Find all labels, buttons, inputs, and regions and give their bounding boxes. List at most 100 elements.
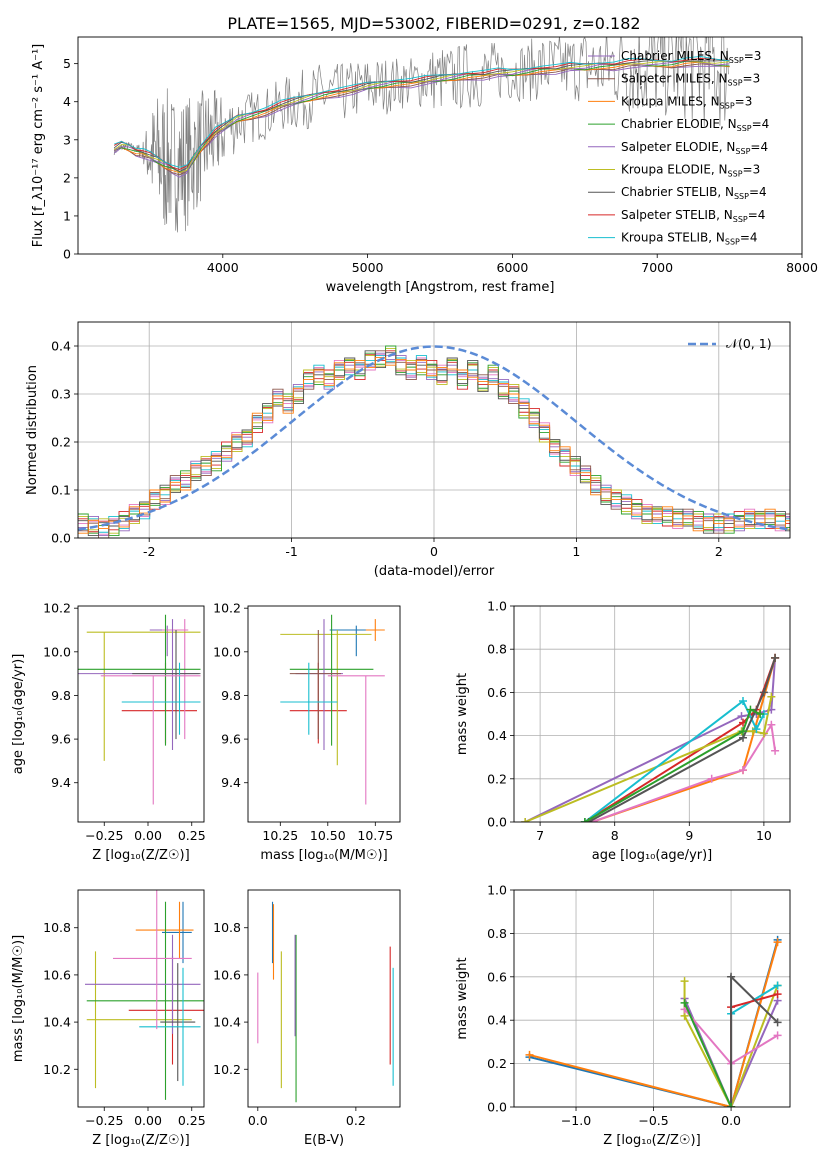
y-tick-label: 9.8 — [221, 688, 241, 703]
y-tick-label: 10.6 — [43, 967, 71, 982]
y-tick-label: 0.4 — [51, 339, 71, 354]
mass-weight-line — [683, 1002, 732, 1107]
legend-label: Chabrier ELODIE, NSSP=4 — [621, 117, 769, 133]
x-tick-label: 0.25 — [178, 1113, 206, 1128]
y-tick-label: 0.2 — [51, 435, 71, 450]
residuals-plot-area — [78, 345, 790, 538]
x-tick-label: 8 — [611, 828, 619, 843]
age_weight-panel: 7 8 9 10 0.0 0.2 0.4 0.6 0.8 1.0 age [log₁₀(age/yr… — [455, 599, 791, 863]
x-tick-label: −1.0 — [561, 1113, 591, 1128]
mass-weight-line — [591, 657, 777, 822]
y-tick-label: 0.2 — [487, 771, 507, 786]
x-tick-label: 0.00 — [134, 828, 162, 843]
z_weight-plot-area — [525, 935, 782, 1107]
spectrum-panel: 4000 5000 6000 7000 8000 0 1 2 3 4 5 wavelength [An… — [31, 36, 818, 295]
residual-histogram-step — [78, 350, 790, 537]
plus-marker — [739, 697, 748, 706]
x-tick-label: 9 — [685, 828, 693, 843]
y-tick-label: 1.0 — [487, 883, 507, 898]
x-tick-label: 0 — [430, 544, 438, 559]
plus-marker — [756, 710, 765, 718]
plus-marker — [737, 712, 746, 721]
model-spectrum-line — [114, 60, 730, 173]
model-spectrum-line — [114, 56, 730, 168]
z_weight-panel: −1.0 −0.5 0.0 0.0 0.2 0.4 0.6 0.8 1.0 Z [log₁₀(Z/… — [455, 883, 791, 1148]
y-tick-label: 10.2 — [43, 1062, 71, 1077]
y-tick-label: 9.4 — [51, 775, 71, 790]
legend-label: Salpeter STELIB, NSSP=4 — [621, 208, 765, 224]
plus-marker — [767, 720, 776, 729]
plus-marker — [707, 774, 716, 783]
legend-label: Salpeter MILES, NSSP=3 — [621, 72, 760, 88]
residual-histogram-step — [78, 350, 790, 538]
plus-marker — [746, 705, 755, 714]
axes-frame — [77, 605, 205, 823]
y-tick-label: 10.2 — [43, 601, 71, 616]
x-tick-label: 0.2 — [346, 1113, 366, 1128]
y-tick-label: 0 — [63, 247, 71, 262]
spectrum-plot-area — [113, 37, 730, 233]
x-tick-label: 10.50 — [310, 828, 346, 843]
axes-frame — [513, 605, 791, 823]
y-axis-label: age [log₁₀(age/yr)] — [11, 654, 26, 775]
axes-frame — [247, 889, 401, 1108]
ebv_mass-panel: 0.0 0.2 10.2 10.4 10.6 10.8 E(B-V) — [213, 889, 401, 1148]
z_age-panel: −0.25 0.00 0.25 9.4 9.6 9.8 10.0 10.2 Z [log₁₀(Z… — [11, 601, 206, 863]
age_weight-plot-area — [521, 653, 780, 822]
x-tick-label: 8000 — [786, 260, 818, 275]
x-axis-label: (data-model)/error — [374, 564, 495, 579]
plus-marker — [759, 688, 768, 697]
plus-marker — [727, 1103, 736, 1107]
legend-label: 𝒩(0, 1) — [726, 336, 772, 351]
x-axis-label: Z [log₁₀(Z/Z☉)] — [603, 1133, 700, 1148]
y-axis-label: mass weight — [455, 957, 470, 1039]
mass-weight-line — [529, 941, 779, 1107]
x-axis-label: age [log₁₀(age/yr)] — [592, 848, 713, 863]
y-tick-label: 3 — [63, 132, 71, 147]
mass-weight-line — [683, 981, 779, 1107]
y-tick-label: 0.6 — [487, 685, 507, 700]
plus-marker — [773, 1031, 782, 1040]
x-tick-label: 2 — [715, 544, 723, 559]
plus-marker — [771, 653, 780, 662]
z_mass-panel: −0.25 0.00 0.25 10.2 10.4 10.6 10.8 Z [log₁₀(Z/… — [11, 889, 206, 1148]
y-tick-label: 10.4 — [43, 1015, 71, 1030]
plus-marker — [525, 1050, 534, 1059]
y-axis-label: Flux [f_λ10⁻¹⁷ erg cm⁻² s⁻¹ A⁻¹] — [31, 44, 46, 248]
mass-weight-line — [584, 699, 765, 822]
mass_age-panel: 10.25 10.50 10.75 9.4 9.6 9.8 10.0 10.2 mass [lo… — [213, 601, 401, 863]
axes-frame — [77, 36, 803, 255]
plus-marker — [521, 818, 530, 822]
y-tick-label: 10.6 — [213, 967, 241, 982]
y-axis-label: Normed distribution — [25, 365, 40, 495]
residuals-panel: -2 -1 0 1 2 0.0 0.1 0.2 0.3 0.4 (data-model)/error… — [25, 321, 791, 579]
y-tick-label: 10.8 — [43, 920, 71, 935]
plus-marker — [752, 725, 761, 734]
plus-marker — [727, 972, 736, 981]
plus-marker — [680, 998, 689, 1007]
x-tick-label: 0.0 — [721, 1113, 741, 1128]
x-tick-label: 7000 — [641, 260, 673, 275]
mass_age-plot-area — [280, 614, 385, 805]
axes-frame — [77, 321, 791, 539]
y-tick-label: 1.0 — [487, 599, 507, 614]
x-axis-label: Z [log₁₀(Z/Z☉)] — [92, 1133, 189, 1148]
y-tick-label: 9.6 — [51, 732, 71, 747]
y-tick-label: 0.6 — [487, 969, 507, 984]
y-tick-label: 10.2 — [213, 1062, 241, 1077]
axes-frame — [77, 889, 205, 1108]
y-tick-label: 1 — [63, 208, 71, 223]
x-tick-label: 10 — [756, 828, 772, 843]
legend-label: Kroupa ELODIE, NSSP=3 — [621, 163, 760, 179]
x-tick-label: 0.0 — [248, 1113, 268, 1128]
spectrum-legend: Chabrier MILES, NSSP=3 Salpeter MILES, NS… — [588, 49, 769, 247]
y-tick-label: 0.8 — [487, 926, 507, 941]
residual-histogram-step — [78, 357, 790, 534]
mass-weight-line — [584, 657, 777, 822]
legend-label: Salpeter ELODIE, NSSP=4 — [621, 140, 768, 156]
x-axis-label: mass [log₁₀(M/M☉)] — [260, 848, 387, 863]
y-tick-label: 9.4 — [221, 775, 241, 790]
y-tick-label: 9.6 — [221, 732, 241, 747]
plus-marker — [580, 818, 589, 822]
